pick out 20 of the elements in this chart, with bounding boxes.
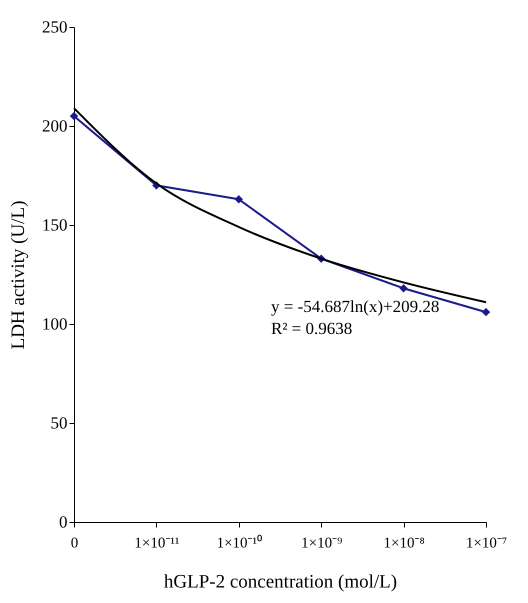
annotation: R² = 0.9638 bbox=[271, 319, 352, 338]
y-tick-label: 100 bbox=[42, 314, 68, 334]
point bbox=[399, 284, 408, 293]
annotation: y = -54.687ln(x)+209.28 bbox=[271, 297, 440, 316]
point bbox=[70, 112, 78, 120]
y-axis-title: LDH activity (U/L) bbox=[8, 200, 29, 350]
point bbox=[234, 195, 243, 204]
x-axis-title: hGLP-2 concentration (mol/L) bbox=[164, 572, 398, 592]
x-tick-label: 1×10⁻¹⁰ bbox=[216, 534, 262, 552]
x-tick-label: 1×10⁻⁸ bbox=[384, 536, 425, 552]
y-tick-label: 50 bbox=[50, 414, 68, 432]
x-tick-label: 0 bbox=[70, 536, 78, 552]
y-tick-label: 250 bbox=[42, 18, 68, 36]
y-tick-label: 200 bbox=[42, 116, 68, 136]
x-tick-label: 1×10⁻⁹ bbox=[301, 536, 342, 552]
point bbox=[482, 308, 490, 316]
x-tick-label: 1×10⁻¹¹ bbox=[134, 536, 180, 552]
y-tick-label: 0 bbox=[59, 512, 68, 532]
y-tick-label: 150 bbox=[42, 216, 68, 234]
x-tick-label: 1×10⁻⁷ bbox=[466, 536, 508, 552]
